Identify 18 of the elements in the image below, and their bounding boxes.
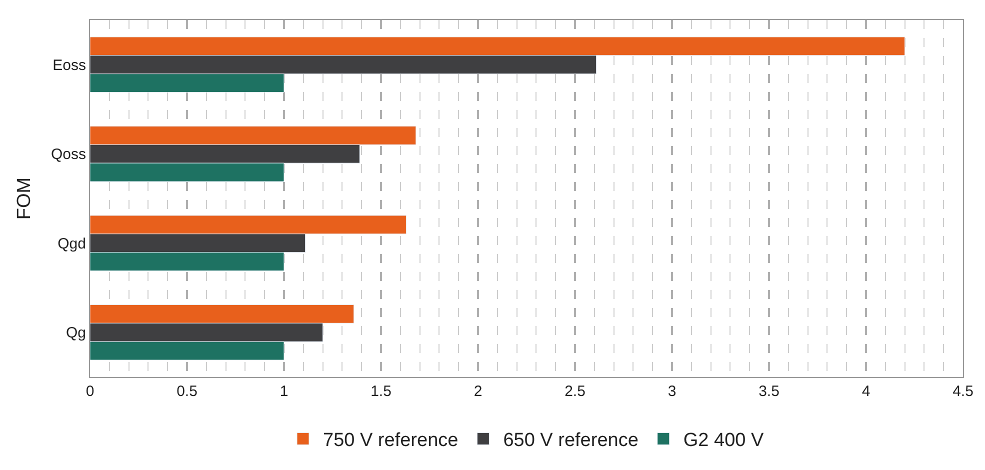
x-tick-label: 3 [668,383,676,400]
y-tick-label: Qgd [58,235,86,252]
y-axis-title: FOM [14,177,35,220]
x-tick-label: 0 [86,383,94,400]
x-tick-label: 2 [474,383,482,400]
x-tick-label: 4.5 [952,383,974,400]
x-tick-label: 1.5 [370,383,392,400]
legend-label: 650 V reference [503,430,638,452]
x-tick-label: 3.5 [758,383,780,400]
y-tick-label: Qg [66,324,86,342]
legend-label: 750 V reference [323,430,458,452]
y-tick-label: Eoss [52,56,86,74]
y-tick-label: Qoss [50,146,86,164]
x-tick-label: 1 [280,383,288,400]
x-tick-label: 2.5 [564,383,586,400]
x-tick-label: 0.5 [176,383,198,400]
x-tick-label: 4 [862,383,870,400]
legend-label: G2 400 V [683,430,764,452]
